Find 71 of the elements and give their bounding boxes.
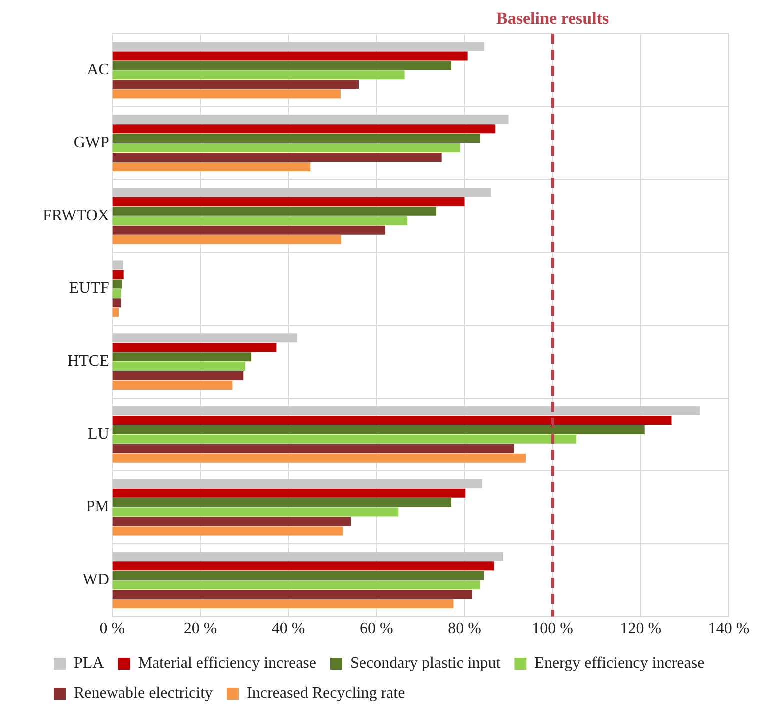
y-tick-label: EUTF [69,280,110,298]
bar [112,552,504,562]
y-tick-label: AC [87,62,110,79]
legend-label: Increased Recycling rate [247,685,406,702]
bar [112,479,482,488]
ref-line-label: Baseline results [496,8,610,28]
x-tick-label: 100 % [532,620,574,638]
bar [112,162,311,172]
bar [112,115,509,124]
bar [112,571,484,580]
y-tick-label: FRWTOX [42,207,110,224]
bar [112,61,452,70]
x-tick-label: 60 % [360,620,394,638]
bar [112,70,405,80]
x-tick-label: 0 % [100,620,126,638]
bar [112,260,124,270]
bar [112,372,244,381]
bar [112,425,645,434]
bar [112,124,496,134]
bar [112,226,386,235]
bar [112,562,494,571]
y-tick-label: LU [88,426,110,443]
legend-label: Secondary plastic input [350,655,502,672]
y-tick-label: PM [86,498,110,516]
x-tick-label: 120 % [620,620,662,638]
bar [112,80,360,90]
legend-label: Material efficiency increase [138,655,316,672]
legend-label: Renewable electricity [74,685,214,702]
y-tick-label: HTCE [68,353,110,370]
bar [112,444,514,454]
x-tick-label: 40 % [272,620,306,638]
bar [112,600,454,609]
x-tick-label: 80 % [448,620,482,638]
bar [112,280,122,289]
bar [112,334,298,343]
bar [112,216,408,226]
bar [112,42,485,52]
bar [112,498,452,508]
bar [112,508,399,517]
bar [112,590,472,600]
bar [112,526,344,536]
bar [112,488,466,498]
bar [112,580,480,590]
bar [112,454,526,463]
bar [112,188,492,197]
bar [112,90,341,99]
bar [112,352,252,362]
bar [112,134,480,144]
bar [112,416,672,425]
bar [112,308,119,318]
bar [112,406,700,416]
bar [112,197,465,206]
bar [112,434,577,444]
legend-label: Energy efficiency increase [534,655,705,672]
bar [112,144,460,153]
bar [112,52,468,61]
x-tick-label: 140 % [708,620,750,638]
bar [112,270,124,280]
legend-label: PLA [74,655,105,672]
x-tick-label: 20 % [184,620,218,638]
bar [112,362,246,372]
bar [112,343,277,352]
bar [112,289,122,298]
bar [112,235,342,244]
y-tick-label: WD [82,572,110,589]
bar [112,206,437,216]
bar [112,381,233,390]
bar [112,152,442,162]
y-tick-label: GWP [74,134,110,152]
bar [112,298,122,308]
bar [112,517,352,526]
